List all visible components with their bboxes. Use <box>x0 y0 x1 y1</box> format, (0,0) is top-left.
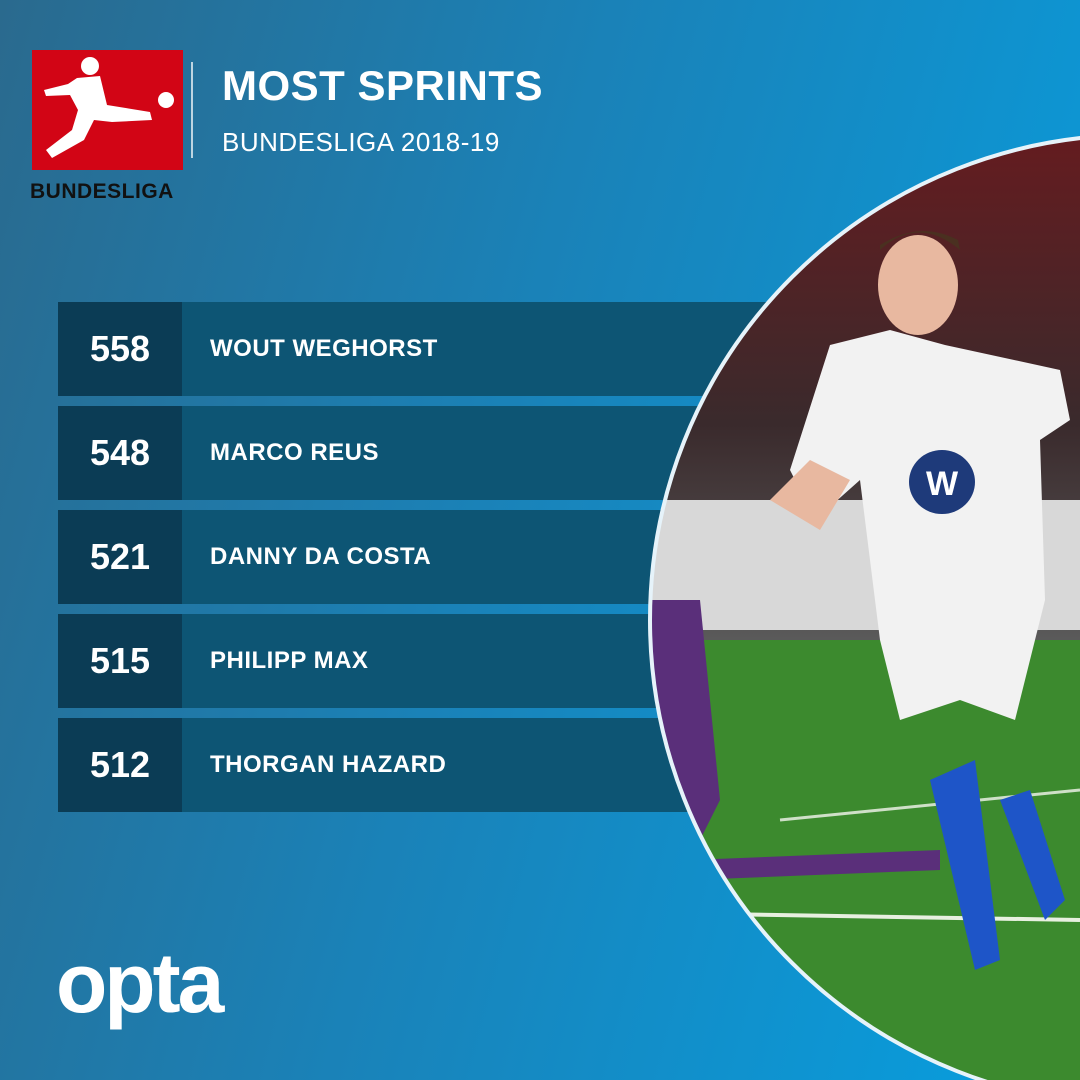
sprint-count: 515 <box>58 614 182 708</box>
page-subtitle: BUNDESLIGA 2018-19 <box>222 127 500 157</box>
sprint-count: 521 <box>58 510 182 604</box>
sprint-count: 558 <box>58 302 182 396</box>
opta-logo: opta <box>56 936 224 1030</box>
header-divider <box>191 62 193 158</box>
sprint-count: 512 <box>58 718 182 812</box>
svg-text:W: W <box>926 465 959 503</box>
sprint-count: 548 <box>58 406 182 500</box>
bundesliga-logo <box>32 50 183 170</box>
logo-wordmark: BUNDESLIGA <box>30 180 174 203</box>
page-title: MOST SPRINTS <box>222 62 544 109</box>
kicker-silhouette-icon <box>44 57 174 158</box>
